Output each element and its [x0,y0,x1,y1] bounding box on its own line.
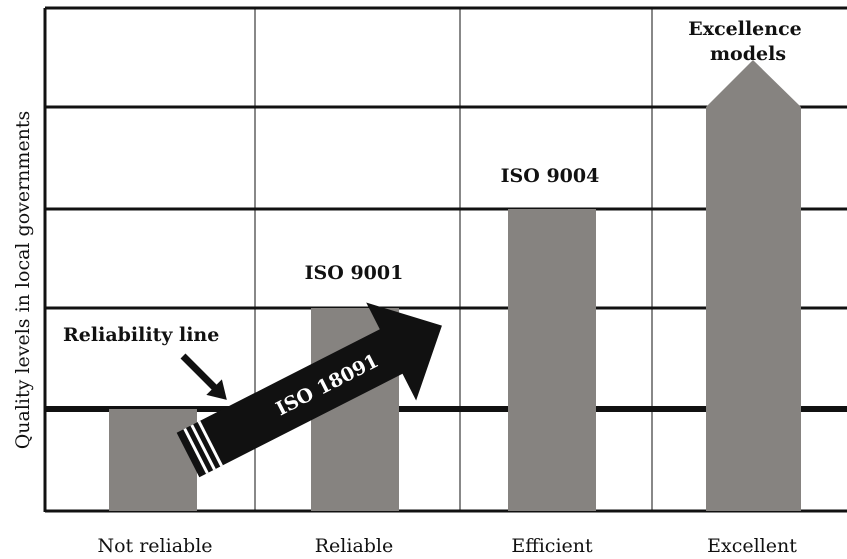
bar-excellent-arrow [706,60,801,511]
reliability-line-label: Reliability line [63,324,219,346]
excellence-label-line1: Excellence [688,18,801,40]
arrow-stripe-3 [197,420,223,467]
bar-efficient [508,209,596,511]
iso-9004-label: ISO 9004 [501,165,600,187]
category-excellent: Excellent [707,535,797,557]
category-not-reliable: Not reliable [97,535,212,557]
y-axis-label: Quality levels in local governments [12,111,34,450]
category-reliable: Reliable [315,535,394,557]
pointer-shape [180,353,227,400]
bar-not-reliable [109,409,197,511]
arrow-stripe-1 [183,427,209,474]
arrow-stripe-2 [190,424,216,471]
excellence-label-line2: models [710,43,786,65]
category-efficient: Efficient [511,535,593,557]
reliability-pointer-arrow [180,353,227,400]
iso-9001-label: ISO 9001 [305,262,404,284]
arrow-body [176,302,442,478]
